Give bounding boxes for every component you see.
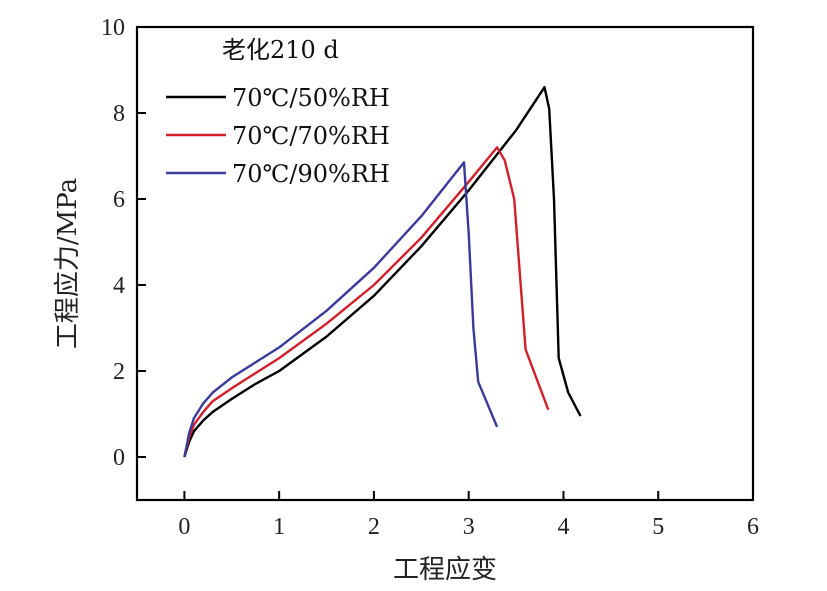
series-line-3 [183,161,499,458]
axis-ticks: 0 1 2 3 4 5 6 0 2 4 6 8 10 [101,15,759,540]
series-line-2 [183,146,550,458]
legend-label: 70℃/70%RH [232,122,390,150]
y-tick-label: 2 [113,359,125,385]
y-tick-label: 10 [101,15,125,41]
legend-label: 70℃/50%RH [232,84,390,112]
x-tick-label: 2 [368,514,380,540]
x-tick-label: 3 [463,514,475,540]
y-tick-label: 4 [113,273,125,299]
plot-frame [135,25,755,502]
x-tick-label: 1 [273,514,285,540]
x-tick-label: 6 [747,514,759,540]
y-tick-label: 6 [113,187,125,213]
x-tick-label: 5 [652,514,664,540]
series-line-1 [183,85,582,458]
x-tick-label: 4 [557,514,569,540]
legend: 老化210 d 70℃/50%RH 70℃/70%RH 70℃/90%RH [166,36,390,188]
x-axis-title: 工程应变 [393,555,497,585]
data-series [183,85,582,458]
legend-title: 老化210 d [222,36,339,64]
y-tick-label: 8 [113,101,125,127]
x-tick-label: 0 [178,514,190,540]
y-tick-label: 0 [113,445,125,471]
legend-label: 70℃/90%RH [232,160,390,188]
y-axis-title: 工程应力/MPa [53,178,83,349]
